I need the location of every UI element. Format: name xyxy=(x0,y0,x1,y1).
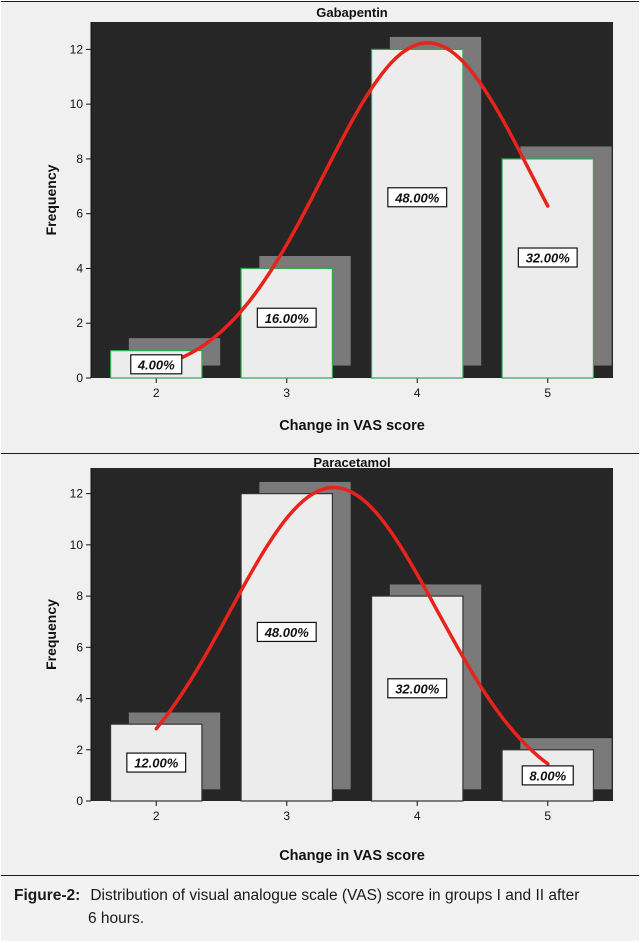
y-tick-label: 10 xyxy=(70,97,84,111)
data-label-box xyxy=(387,187,448,208)
figure-caption: Figure-2: Distribution of visual analogue… xyxy=(14,884,624,930)
x-axis-title: Change in VAS score xyxy=(279,848,425,864)
data-label-box xyxy=(130,354,183,375)
x-tick-label: 2 xyxy=(153,386,160,400)
y-tick-label: 2 xyxy=(76,743,83,757)
caption-line-1: Distribution of visual analogue scale (V… xyxy=(90,887,580,904)
x-tick-label: 5 xyxy=(544,386,551,400)
y-axis-title: Frequency xyxy=(43,164,59,235)
data-label-box xyxy=(256,621,317,643)
paracetamol-chart: Paracetamol 0 2 4 6 8 10 12 Frequency 2 3 4 5 Change … xyxy=(1,454,639,875)
y-tick-label: 0 xyxy=(76,371,83,385)
data-label-box xyxy=(126,752,187,773)
data-label-box xyxy=(521,765,574,786)
bar xyxy=(501,158,595,379)
y-tick-label: 12 xyxy=(70,42,84,56)
y-tick-label: 8 xyxy=(76,589,83,603)
y-tick-label: 10 xyxy=(70,538,84,552)
data-label: 48.00% xyxy=(394,190,440,205)
data-label: 4.00% xyxy=(137,357,175,372)
y-tick-label: 8 xyxy=(76,152,83,166)
y-tick-label: 6 xyxy=(76,640,83,654)
x-tick-label: 4 xyxy=(414,809,421,823)
data-label-box xyxy=(387,678,448,699)
caption-label: Figure-2: xyxy=(14,887,81,904)
caption-line-2: 6 hours. xyxy=(88,910,145,927)
normal-curve xyxy=(154,41,550,369)
x-tick-label: 3 xyxy=(283,386,290,400)
data-label: 32.00% xyxy=(526,251,571,266)
data-label-box xyxy=(517,247,578,268)
data-label: 16.00% xyxy=(265,311,310,326)
y-tick-label: 4 xyxy=(76,261,83,275)
y-tick-label: 2 xyxy=(76,316,83,330)
caption-box xyxy=(1,875,639,941)
x-axis-title: Change in VAS score xyxy=(279,418,425,434)
data-label: 8.00% xyxy=(529,768,566,783)
y-axis-title: Frequency xyxy=(43,599,59,670)
x-tick-label: 3 xyxy=(283,809,290,823)
data-label: 32.00% xyxy=(395,681,440,696)
normal-curve xyxy=(154,485,550,766)
y-tick-label: 4 xyxy=(76,692,83,706)
chart-title: Paracetamol xyxy=(313,455,390,470)
y-tick-label: 6 xyxy=(76,207,83,221)
data-label: 12.00% xyxy=(134,756,179,771)
bar xyxy=(240,493,334,802)
x-tick-label: 2 xyxy=(153,809,160,823)
chart-title: Gabapentin xyxy=(316,5,388,20)
y-tick-label: 0 xyxy=(76,794,83,808)
panel-divider xyxy=(1,453,639,454)
x-tick-label: 4 xyxy=(414,386,421,400)
x-tick-label: 5 xyxy=(544,809,551,823)
gabapentin-chart: Gabapentin 0 2 4 6 8 10 12 Frequency 2 3 4 5 Change i… xyxy=(1,2,639,453)
bar xyxy=(370,595,464,802)
data-label-box xyxy=(256,307,317,328)
bar xyxy=(370,48,464,379)
y-tick-label: 12 xyxy=(70,487,84,501)
data-label: 48.00% xyxy=(264,625,310,640)
